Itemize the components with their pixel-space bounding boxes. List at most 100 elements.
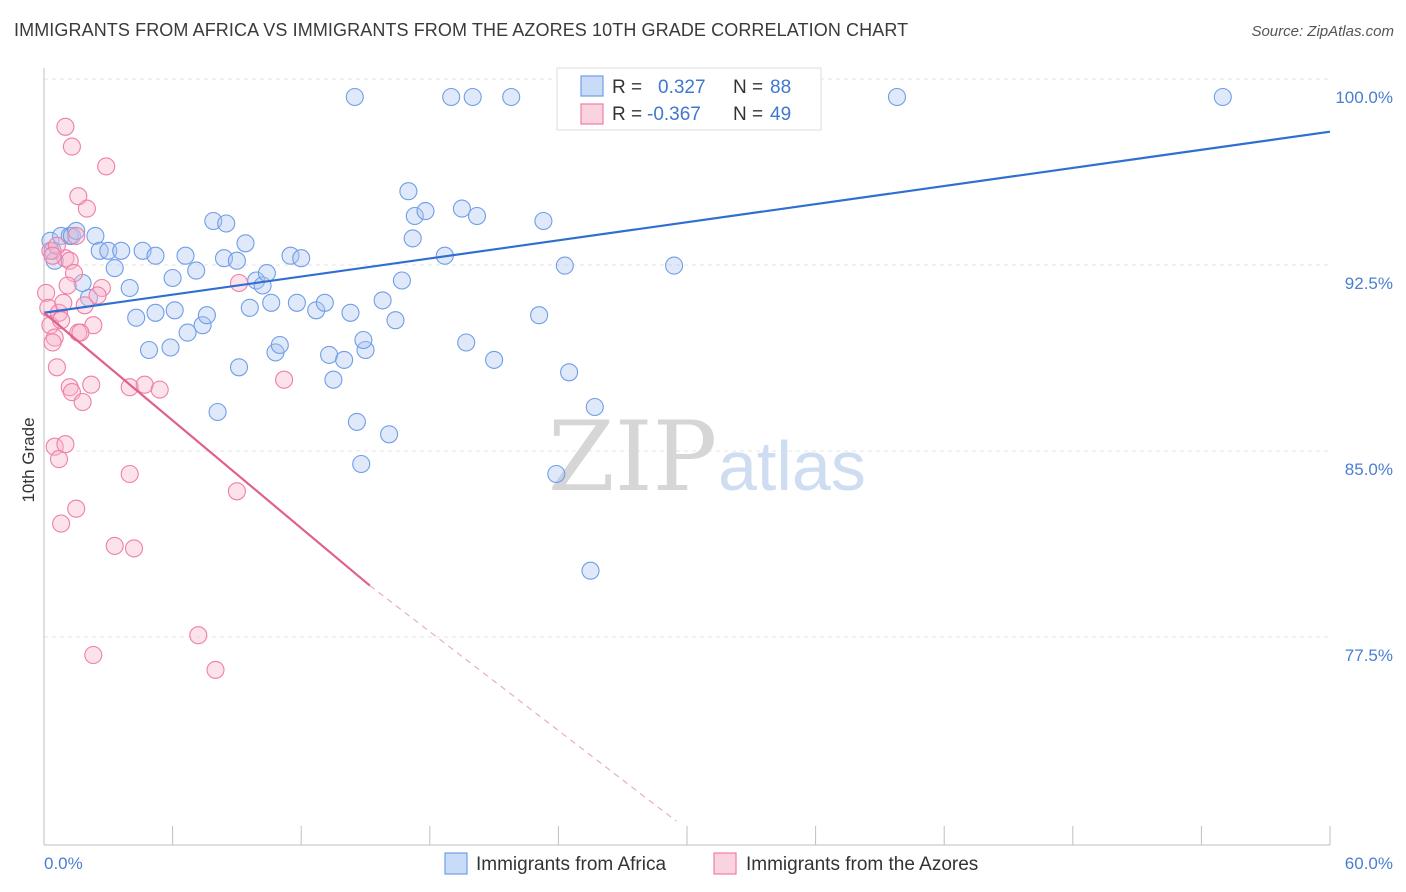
data-point bbox=[176, 246, 195, 265]
correlation-legend: R = 0.327 N = 88 R = -0.367 N = 49 bbox=[556, 67, 822, 131]
data-point bbox=[84, 645, 103, 665]
data-point bbox=[120, 464, 139, 484]
data-point bbox=[47, 236, 66, 255]
data-point bbox=[555, 256, 574, 275]
data-point bbox=[139, 340, 159, 360]
data-point bbox=[67, 226, 86, 245]
data-point bbox=[197, 306, 216, 325]
data-point bbox=[287, 293, 306, 312]
x-ticks bbox=[172, 826, 1331, 845]
data-point bbox=[135, 375, 154, 394]
data-point bbox=[56, 117, 75, 136]
data-point bbox=[485, 350, 504, 369]
data-point bbox=[49, 450, 69, 469]
chart-title: IMMIGRANTS FROM AFRICA VS IMMIGRANTS FRO… bbox=[14, 20, 909, 40]
data-point bbox=[52, 514, 71, 533]
data-point bbox=[67, 221, 86, 240]
bottom-legend-swatch-africa bbox=[444, 852, 468, 875]
data-point bbox=[77, 199, 96, 218]
watermark-atlas: atlas bbox=[718, 427, 866, 505]
data-point bbox=[165, 301, 184, 320]
legend-r-value-africa: 0.327 bbox=[658, 77, 706, 98]
x-tick-label-min: 0.0% bbox=[44, 854, 83, 873]
data-point bbox=[416, 202, 435, 221]
data-point bbox=[240, 298, 259, 317]
data-point bbox=[227, 251, 246, 270]
data-point bbox=[187, 261, 206, 280]
data-point bbox=[354, 330, 373, 350]
data-point bbox=[43, 246, 62, 265]
trend-lines bbox=[43, 130, 1331, 822]
legend-swatch-azores bbox=[580, 103, 604, 125]
data-point bbox=[262, 293, 281, 312]
source-label: Source: ZipAtlas.com bbox=[1251, 23, 1394, 40]
trend-line-africa bbox=[43, 130, 1331, 314]
data-point bbox=[56, 435, 75, 454]
data-point bbox=[71, 323, 90, 342]
data-point bbox=[347, 412, 366, 431]
data-point bbox=[229, 358, 249, 377]
data-point bbox=[345, 87, 364, 107]
data-point bbox=[146, 303, 165, 322]
data-point bbox=[547, 464, 566, 484]
trend-line-azores bbox=[43, 311, 371, 587]
data-point bbox=[352, 454, 371, 474]
data-point bbox=[386, 311, 405, 330]
legend-r-value-azores: -0.367 bbox=[647, 104, 701, 125]
data-point bbox=[560, 363, 579, 382]
legend-r-label-africa: R = bbox=[612, 77, 642, 98]
data-point bbox=[112, 241, 131, 260]
data-point bbox=[281, 246, 300, 265]
bottom-legend-label-africa: Immigrants from Africa bbox=[476, 854, 666, 875]
data-point bbox=[163, 268, 182, 288]
data-point bbox=[43, 333, 62, 352]
data-point bbox=[442, 87, 461, 107]
data-point bbox=[120, 278, 139, 298]
data-point bbox=[236, 234, 255, 253]
bottom-legend-label-azores: Immigrants from the Azores bbox=[746, 854, 978, 875]
data-point bbox=[47, 358, 66, 377]
data-point bbox=[887, 87, 907, 107]
data-point bbox=[73, 392, 92, 412]
data-point bbox=[208, 402, 227, 422]
data-point bbox=[62, 137, 81, 156]
data-point bbox=[341, 303, 360, 322]
data-point bbox=[324, 370, 343, 389]
data-point bbox=[665, 256, 684, 275]
series-azores-points bbox=[37, 117, 294, 679]
data-point bbox=[86, 226, 105, 245]
data-point bbox=[1213, 87, 1232, 107]
legend-n-value-azores: 49 bbox=[770, 104, 791, 125]
y-tick-label: 85.0% bbox=[1345, 460, 1393, 479]
data-point bbox=[335, 350, 354, 369]
legend-n-label-azores: N = bbox=[733, 104, 763, 125]
data-point bbox=[69, 187, 88, 206]
bottom-legend-swatch-azores bbox=[713, 852, 737, 875]
data-point bbox=[467, 206, 487, 226]
legend-swatch-africa bbox=[580, 75, 604, 97]
data-point bbox=[105, 536, 124, 555]
data-point bbox=[88, 286, 107, 305]
data-point bbox=[320, 345, 339, 364]
data-point bbox=[403, 229, 422, 248]
data-point bbox=[463, 87, 482, 107]
data-point bbox=[534, 211, 553, 231]
data-point bbox=[530, 306, 549, 325]
data-point bbox=[227, 482, 246, 501]
x-tick-label-max: 60.0% bbox=[1345, 854, 1393, 873]
data-point bbox=[99, 241, 118, 260]
data-point bbox=[54, 293, 73, 312]
legend-r-label-azores: R = bbox=[612, 104, 642, 125]
y-axis-label: 10th Grade bbox=[19, 417, 38, 502]
legend-n-label-africa: N = bbox=[733, 77, 763, 98]
data-point bbox=[37, 283, 56, 302]
data-point bbox=[373, 291, 392, 310]
data-point bbox=[581, 561, 600, 580]
data-point bbox=[217, 214, 236, 233]
watermark-zip: ZIP bbox=[548, 401, 717, 513]
data-point bbox=[502, 87, 521, 107]
data-point bbox=[270, 335, 289, 355]
data-point bbox=[380, 425, 399, 444]
data-point bbox=[405, 206, 424, 226]
